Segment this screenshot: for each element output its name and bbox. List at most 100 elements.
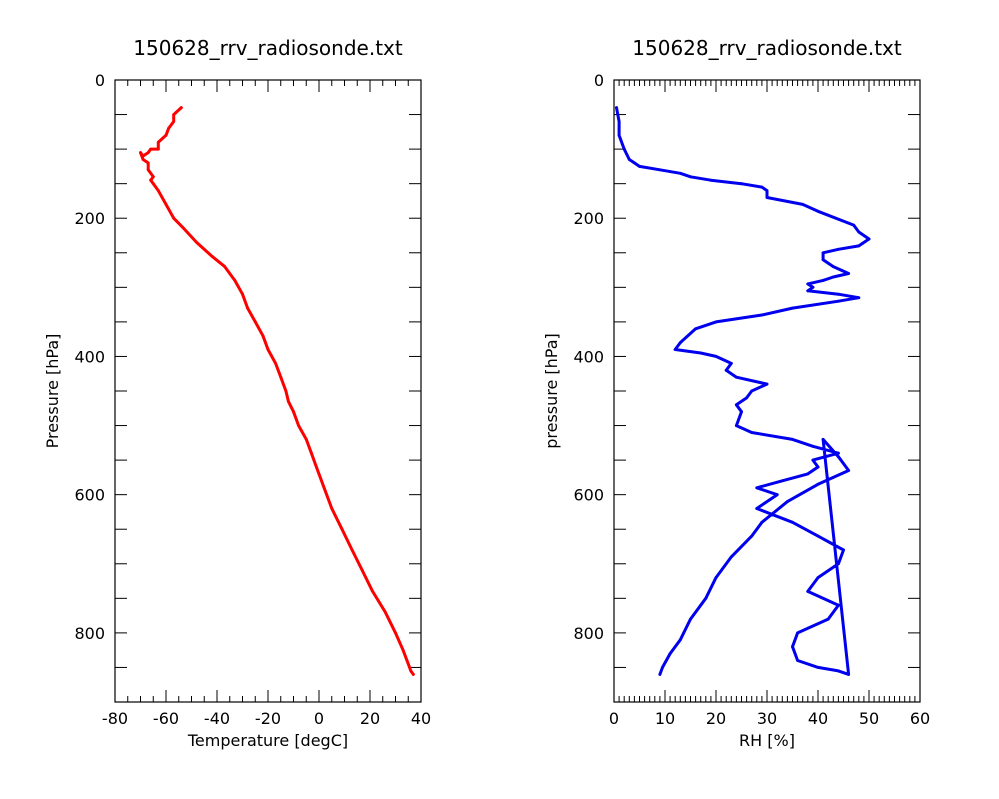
data-point bbox=[729, 555, 733, 559]
data-point bbox=[146, 168, 150, 172]
data-point bbox=[172, 113, 176, 116]
data-point bbox=[806, 289, 810, 293]
data-point bbox=[714, 320, 718, 324]
data-point bbox=[837, 603, 840, 607]
data-point bbox=[791, 306, 794, 310]
data-point bbox=[786, 500, 789, 503]
temperature-profile-line bbox=[139, 106, 415, 676]
data-point bbox=[340, 527, 344, 531]
x-tick-label: 60 bbox=[910, 709, 930, 728]
x-tick-label: 0 bbox=[314, 709, 324, 728]
data-point bbox=[735, 375, 738, 379]
data-point bbox=[847, 673, 850, 676]
data-point bbox=[842, 548, 845, 552]
data-point bbox=[837, 299, 840, 303]
data-point bbox=[760, 520, 764, 524]
data-point bbox=[658, 168, 662, 172]
data-point bbox=[233, 279, 237, 282]
data-point bbox=[867, 237, 871, 241]
data-point bbox=[361, 569, 364, 573]
data-point bbox=[167, 126, 171, 130]
data-point bbox=[156, 140, 160, 144]
x-tick-label: -60 bbox=[153, 709, 179, 728]
data-point bbox=[796, 631, 799, 635]
y-tick-label: 600 bbox=[573, 486, 604, 505]
data-point bbox=[668, 652, 672, 655]
data-point bbox=[284, 389, 288, 393]
data-point bbox=[821, 258, 825, 262]
data-point bbox=[156, 147, 160, 151]
data-point bbox=[801, 203, 805, 206]
y-tick-label: 600 bbox=[74, 486, 105, 505]
y-tick-label: 400 bbox=[573, 347, 604, 366]
data-point bbox=[622, 147, 626, 151]
data-point bbox=[816, 209, 820, 213]
data-point bbox=[658, 673, 662, 676]
data-point bbox=[371, 590, 374, 593]
data-point bbox=[315, 465, 318, 469]
data-point bbox=[831, 275, 835, 279]
data-point bbox=[304, 438, 308, 441]
data-point bbox=[694, 327, 697, 331]
data-point bbox=[297, 424, 300, 427]
data-point bbox=[780, 479, 784, 483]
x-tick-label: 20 bbox=[360, 709, 380, 728]
data-point bbox=[253, 320, 257, 324]
data-point bbox=[837, 669, 840, 673]
data-point bbox=[806, 282, 810, 286]
data-point bbox=[811, 444, 815, 448]
data-point bbox=[401, 648, 405, 652]
data-point bbox=[755, 486, 759, 490]
data-point bbox=[857, 230, 861, 234]
data-point bbox=[816, 666, 820, 669]
rh-profile-line bbox=[615, 106, 871, 676]
x-tick-label: 40 bbox=[808, 709, 828, 728]
data-point bbox=[179, 106, 183, 109]
data-point bbox=[837, 292, 840, 296]
x-tick-label: 50 bbox=[859, 709, 879, 728]
x-tick-label: 10 bbox=[655, 709, 675, 728]
x-tick-label: 30 bbox=[757, 709, 777, 728]
data-point bbox=[791, 520, 794, 524]
y-tick-label: 800 bbox=[74, 624, 105, 643]
x-tick-label: -40 bbox=[204, 709, 230, 728]
temperature-panel: 150628_rrv_radiosonde.txt Temperature [de… bbox=[43, 36, 431, 750]
data-point bbox=[149, 147, 153, 151]
data-point bbox=[322, 486, 326, 490]
data-point bbox=[617, 120, 621, 123]
data-point bbox=[330, 507, 334, 510]
data-point bbox=[755, 507, 759, 510]
x-tick-label: 40 bbox=[411, 709, 431, 728]
data-point bbox=[164, 203, 168, 206]
data-point bbox=[857, 244, 861, 248]
data-point bbox=[816, 465, 820, 469]
data-point bbox=[139, 151, 142, 155]
data-point bbox=[406, 662, 410, 666]
data-point bbox=[735, 403, 738, 407]
data-point bbox=[156, 189, 160, 193]
chart-title: 150628_rrv_radiosonde.txt bbox=[632, 36, 902, 60]
data-point bbox=[735, 424, 738, 427]
data-point bbox=[394, 631, 397, 635]
data-point bbox=[837, 455, 840, 459]
data-point bbox=[678, 638, 682, 642]
data-point bbox=[678, 171, 682, 175]
data-point bbox=[627, 158, 631, 161]
data-point bbox=[791, 645, 794, 649]
data-point bbox=[775, 493, 779, 497]
data-point bbox=[760, 313, 764, 317]
data-point bbox=[141, 154, 145, 158]
data-point bbox=[292, 410, 295, 414]
data-point bbox=[750, 431, 754, 434]
data-point bbox=[816, 576, 820, 579]
data-point bbox=[164, 133, 168, 137]
data-point bbox=[816, 534, 820, 538]
data-point bbox=[151, 175, 155, 179]
data-point bbox=[704, 596, 708, 600]
data-point bbox=[837, 451, 840, 455]
data-point bbox=[740, 182, 743, 186]
data-point bbox=[661, 666, 664, 669]
plot-frame bbox=[613, 79, 921, 703]
data-point bbox=[409, 669, 413, 673]
